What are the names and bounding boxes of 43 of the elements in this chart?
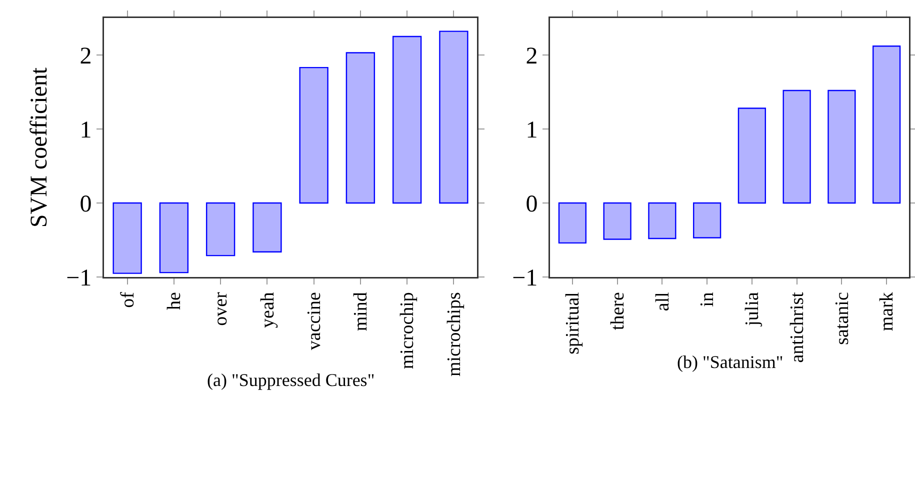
x-tick-label: in [697, 292, 718, 307]
bar [693, 202, 722, 238]
x-tick-label: vaccine [304, 292, 325, 350]
x-tick-label: of [117, 291, 138, 308]
x-tick-label: satanic [832, 292, 853, 345]
x-tick-label: microchip [397, 292, 418, 370]
bar [872, 46, 901, 204]
y-tick-label: 2 [526, 43, 538, 70]
y-tick-label: −1 [66, 265, 92, 292]
x-tick-label: antichrist [786, 291, 808, 363]
bar [252, 202, 282, 252]
y-tick-label: 1 [80, 117, 92, 144]
text: (a) "Suppressed Cures" [207, 370, 375, 390]
x-tick-label: microchips [444, 292, 465, 377]
y-tick-label: 0 [80, 191, 92, 218]
x-tick-label: mind [350, 292, 372, 332]
y-tick-label: 0 [526, 191, 538, 218]
y-tick-label: 1 [526, 117, 538, 144]
x-tick-label: mark [876, 292, 898, 332]
bar [782, 90, 811, 204]
bar [206, 202, 236, 256]
x-tick-label: he [164, 292, 186, 310]
x-tick-label: julia [742, 292, 764, 327]
y-tick-label: 2 [80, 43, 92, 70]
bar [439, 30, 468, 204]
bar [828, 90, 856, 204]
x-tick-label: there [607, 292, 628, 330]
bar [159, 202, 189, 274]
y-axis-title: SVM coefficient [26, 67, 53, 228]
bar [558, 202, 586, 244]
x-tick-label: over [210, 291, 232, 326]
x-tick-label: yeah [257, 292, 278, 328]
text: (b) "Satanism" [677, 352, 784, 372]
bar [392, 36, 422, 204]
x-tick-label: all [652, 292, 674, 312]
bar [648, 202, 676, 240]
y-tick-label: −1 [512, 265, 538, 292]
bar [112, 202, 142, 274]
x-tick-label: spiritual [562, 292, 584, 354]
bar [299, 66, 328, 204]
bar [603, 202, 632, 240]
bar [738, 108, 766, 204]
bar [346, 52, 376, 204]
